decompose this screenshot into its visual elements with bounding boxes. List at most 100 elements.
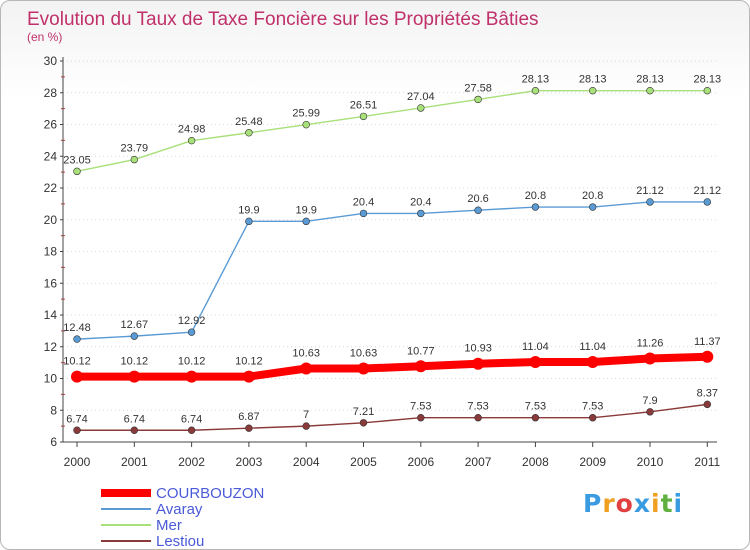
point-lestiou [417,414,425,422]
point-mer [588,86,597,95]
data-label-lestiou: 7.53 [467,401,488,413]
point-courbouzon [242,370,255,383]
data-label-mer: 25.99 [292,108,320,120]
point-courbouzon [644,352,656,365]
point-lestiou [474,414,482,422]
point-avaray [130,332,139,340]
logo-letter: r [602,489,616,518]
data-label-mer: 23.05 [63,154,91,166]
data-label-courbouzon: 11.26 [637,337,664,349]
point-avaray [531,203,540,211]
data-label-mer: 27.04 [407,91,435,103]
y-tick-label: 26 [44,118,58,132]
point-lestiou [187,426,196,434]
legend-label-mer: Mer [156,517,182,534]
point-avaray [474,206,482,214]
point-avaray [646,198,654,206]
point-mer [245,129,253,137]
data-label-mer: 26.51 [350,99,378,111]
point-mer [474,95,482,104]
data-label-avaray: 20.4 [353,196,374,208]
data-label-lestiou: 7.9 [642,395,657,407]
data-label-lestiou: 7.53 [582,401,603,413]
point-avaray [302,217,310,226]
point-lestiou [302,422,310,430]
data-label-avaray: 20.4 [410,196,431,208]
x-tick-label: 2007 [465,455,492,469]
chart-title: Evolution du Taux de Taxe Foncière sur l… [27,9,539,30]
point-lestiou [245,424,253,432]
logo-letter: o [615,489,634,518]
point-mer [130,155,139,164]
y-tick-label: 14 [44,308,58,322]
x-tick-label: 2011 [694,455,720,469]
data-label-lestiou: 6.74 [66,413,87,425]
data-label-lestiou: 8.37 [697,387,718,399]
point-lestiou [646,408,654,416]
data-label-mer: 27.58 [464,82,492,94]
legend-label-avaray: Avaray [156,501,203,518]
x-tick-label: 2009 [579,455,606,469]
data-label-courbouzon: 10.12 [235,356,263,368]
point-courbouzon [586,355,599,368]
logo-letter: P [583,489,603,518]
x-tick-label: 2000 [64,455,91,469]
point-avaray [73,335,81,343]
point-courbouzon [71,370,83,383]
x-tick-label: 2004 [293,455,320,469]
point-lestiou [130,426,139,434]
data-label-avaray: 20.6 [467,193,488,205]
y-tick-label: 8 [50,403,57,417]
data-label-avaray: 21.12 [694,185,722,197]
point-mer [73,167,81,176]
point-courbouzon [414,360,427,373]
data-label-avaray: 21.12 [636,185,664,197]
data-label-lestiou: 7.21 [353,406,374,418]
point-mer [646,86,654,95]
series-line-courbouzon [73,352,712,381]
data-label-mer: 28.13 [522,74,550,86]
y-tick-label: 30 [44,54,58,68]
series-line-mer [76,89,708,173]
y-tick-label: 28 [44,86,58,100]
data-label-courbouzon: 10.77 [407,345,435,357]
point-mer [187,136,196,145]
y-tick-label: 20 [44,213,58,227]
point-mer [417,104,425,112]
point-mer [531,86,540,95]
data-label-mer: 28.13 [694,74,722,86]
point-lestiou [703,400,711,409]
data-label-avaray: 19.9 [238,204,259,216]
point-avaray [703,198,711,206]
data-label-courbouzon: 10.12 [63,356,91,368]
logo-letter: i [651,489,661,518]
y-tick-label: 16 [44,276,58,290]
data-label-avaray: 12.67 [121,319,149,331]
logo-letter: i [673,489,684,518]
data-label-avaray: 12.48 [63,322,91,334]
data-label-lestiou: 6.74 [124,413,145,425]
axes: 6 8 10 12 14 16 18 20 22 24 26 28 30 2000 2001 2002 2003… [44,54,721,469]
legend-label-lestiou: Lestiou [156,533,204,549]
point-courbouzon [357,362,370,375]
data-label-lestiou: 6.74 [181,413,202,425]
data-label-courbouzon: 10.12 [178,356,206,368]
data-label-avaray: 20.8 [525,190,546,202]
point-lestiou [531,414,540,422]
y-tick-label: 12 [44,340,58,354]
data-label-courbouzon: 10.63 [350,347,378,359]
x-tick-label: 2008 [522,455,549,469]
data-label-avaray: 20.8 [582,190,603,202]
point-avaray [187,328,196,336]
data-label-lestiou: 7.53 [525,401,546,413]
data-labels: 23.05 23.79 24.98 25.48 25.99 26.51 27.04 27.58… [63,74,721,426]
data-label-avaray: 12.92 [178,315,206,327]
logo-letter: t [660,489,674,518]
chart-ylabel: (en %) [27,30,62,44]
data-label-lestiou: 7.53 [410,401,431,413]
data-label-courbouzon: 11.04 [579,341,606,353]
data-label-courbouzon: 10.12 [121,356,149,368]
x-tick-label: 2006 [407,455,434,469]
